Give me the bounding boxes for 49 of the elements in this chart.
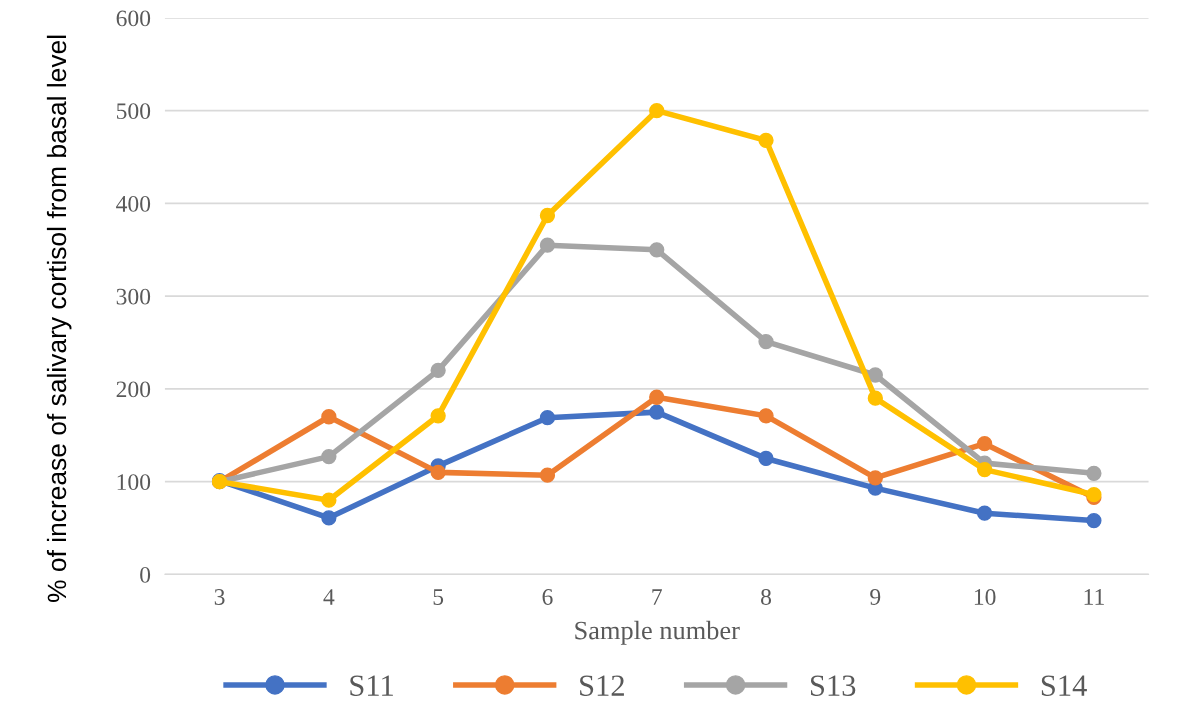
point [321,448,337,465]
point [430,408,446,424]
y-tick-label: 200 [116,381,151,398]
y-tick-label: 100 [117,474,151,491]
point [867,390,883,406]
point [321,409,337,425]
point [539,467,556,483]
point [430,362,446,379]
legend-label: S12 [580,675,624,696]
point [867,470,883,486]
x-tick-label: 5 [433,589,444,605]
y-axis-title: % of increase of salivary cortisol from basal level [46,35,72,602]
legend-label: S14 [1041,675,1087,696]
point [758,450,774,467]
point [867,367,883,383]
x-tick-label: 9 [870,589,881,605]
point [1086,465,1102,481]
y-tick-label: 500 [116,103,151,120]
y-tick-label: 600 [116,10,151,27]
point [976,435,993,452]
point [539,237,556,253]
point [758,408,774,424]
point [430,464,446,481]
point [976,505,993,521]
point [539,410,556,426]
x-tick-label: 4 [323,589,335,605]
point [321,492,337,508]
point [649,404,665,420]
point [1086,512,1102,529]
x-tick-label: 7 [652,589,662,605]
x-tick-label: 6 [542,589,553,605]
y-tick-label: 0 [140,566,151,583]
legend-label: S11 [350,675,393,696]
point [649,242,665,258]
x-tick-label: 11 [1084,589,1104,605]
point [649,103,665,119]
point [321,510,337,526]
point [976,461,993,478]
y-tick-label: 300 [116,288,151,305]
x-tick-label: 10 [974,588,996,605]
x-tick-label: 3 [214,589,225,605]
point [649,389,665,405]
point [539,207,556,224]
x-axis-title: Sample number [575,620,740,645]
point [758,333,774,350]
legend-label: S13 [810,675,856,696]
x-tick-label: 8 [761,588,772,605]
y-tick-label: 400 [116,195,151,212]
point [758,132,774,149]
